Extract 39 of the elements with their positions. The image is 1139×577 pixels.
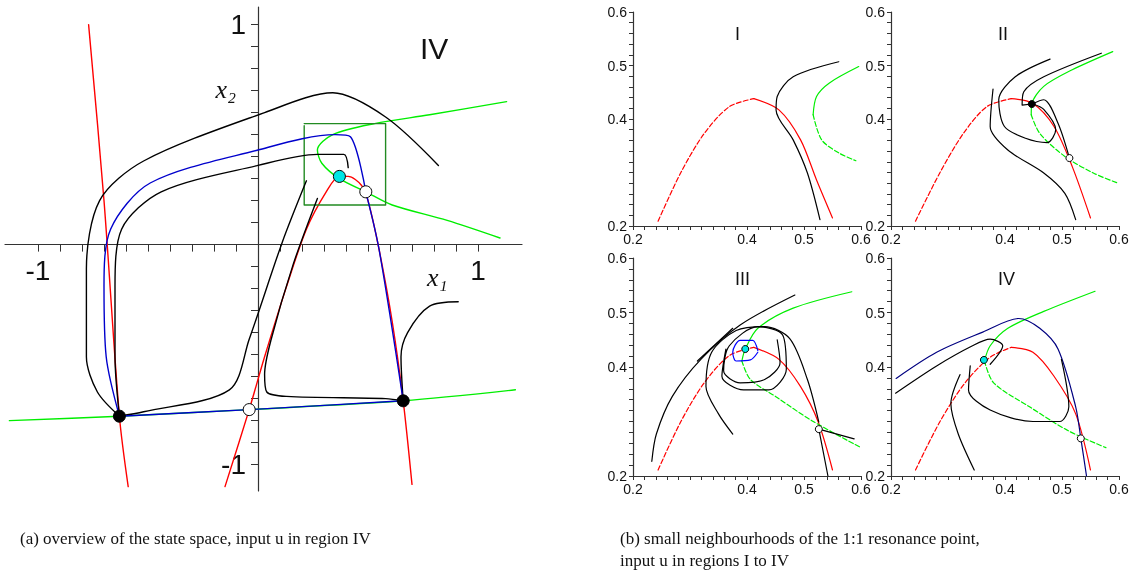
y-axis-title: x₂ bbox=[214, 74, 236, 104]
text: I bbox=[735, 24, 741, 44]
text: IV bbox=[420, 31, 449, 65]
y-tick-label: 0.4 bbox=[607, 111, 628, 127]
text: III bbox=[735, 269, 751, 289]
y-tick-label: 0.5 bbox=[607, 304, 628, 321]
y-tick-label: 0.5 bbox=[865, 304, 886, 321]
x-tick-label: 0.5 bbox=[1052, 231, 1072, 247]
x-tick-label: 0.5 bbox=[794, 231, 814, 247]
x-tick-label: 0.2 bbox=[623, 231, 643, 247]
x-tick-label: 0.4 bbox=[995, 481, 1015, 497]
y-tick-label: 0.2 bbox=[865, 218, 886, 234]
y-tick-label: 0.2 bbox=[607, 218, 628, 234]
text: (a) overview of the state space, input u in region IV bbox=[20, 528, 372, 550]
x-tick-label: 0.2 bbox=[881, 231, 901, 247]
y-tick-label: 0.2 bbox=[607, 468, 628, 484]
text: IV bbox=[998, 269, 1016, 289]
x-tick-label: 0.4 bbox=[737, 481, 757, 497]
text: II bbox=[998, 24, 1009, 44]
text: (b) small neighbourhoods of the 1:1 resonance point, input u in regions I to IV bbox=[620, 528, 981, 572]
x-tick-label: 0.6 bbox=[1109, 231, 1129, 247]
y-tick-label: 0.6 bbox=[865, 4, 886, 20]
x-tick-label: 0.4 bbox=[737, 231, 757, 247]
y-tick-label: 0.4 bbox=[865, 359, 886, 375]
y-tick-label: 0.6 bbox=[607, 4, 628, 20]
x-tick-label: 0.5 bbox=[1052, 481, 1072, 497]
x-axis-title: x₁ bbox=[426, 263, 448, 293]
x-tick-label: 0.5 bbox=[794, 481, 814, 497]
x-tick-label: 0.6 bbox=[851, 481, 871, 497]
x-tick-label: 0.4 bbox=[995, 231, 1015, 247]
y-tick-label: 0.5 bbox=[607, 57, 628, 74]
x-tick-label: 0.6 bbox=[1109, 481, 1129, 497]
y-tick-label: 0.4 bbox=[865, 111, 886, 127]
y-tick-label: 0.4 bbox=[607, 359, 628, 375]
y-tick-label: 0.5 bbox=[865, 57, 886, 74]
x-tick-label: 0.6 bbox=[851, 231, 871, 247]
y-tick-label: 0.2 bbox=[865, 468, 886, 484]
x-tick-label: 0.2 bbox=[623, 481, 643, 497]
x-tick-label: 0.2 bbox=[881, 481, 901, 497]
